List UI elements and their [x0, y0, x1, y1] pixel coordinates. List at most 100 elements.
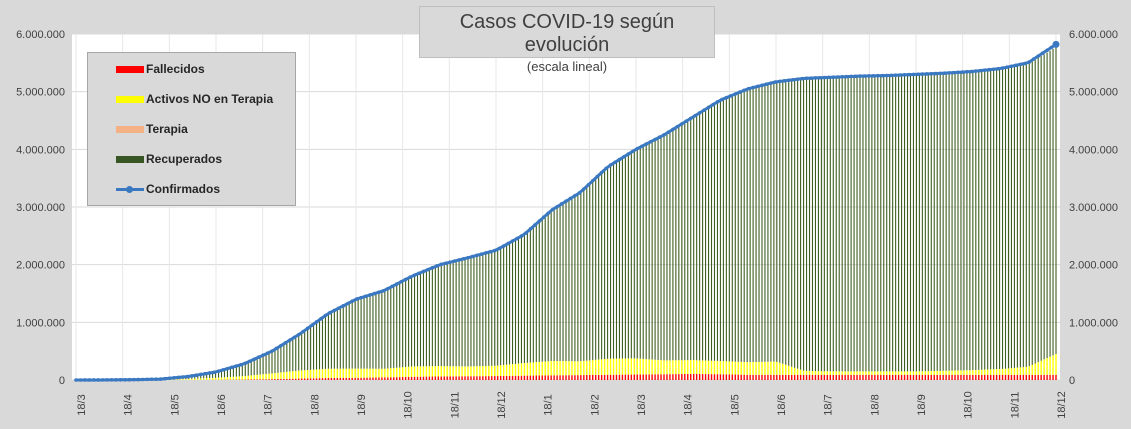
point-confirmados [256, 355, 261, 360]
x-tick-label: 18/5 [169, 394, 181, 415]
point-confirmados [528, 227, 533, 231]
y-tick-label-left: 3.000.000 [16, 202, 65, 214]
point-confirmados [978, 68, 983, 73]
legend-label-fallecidos: Fallecidos [146, 62, 205, 76]
point-confirmados [822, 75, 827, 80]
point-confirmados [430, 266, 435, 270]
point-confirmados [239, 362, 243, 367]
point-confirmados [83, 378, 87, 382]
point-confirmados [693, 113, 697, 118]
point-confirmados [92, 378, 96, 382]
point-confirmados [207, 371, 212, 375]
point-confirmados [639, 144, 644, 149]
point-confirmados [261, 353, 265, 358]
point-confirmados [176, 375, 181, 380]
point-confirmados [911, 72, 916, 77]
point-confirmados [96, 378, 101, 382]
point-confirmados [969, 69, 974, 74]
x-tick-label: 18/11 [449, 392, 461, 419]
y-tick-label-right: 4.000.000 [1069, 144, 1118, 156]
legend-label-confirmados: Confirmados [146, 182, 221, 196]
point-confirmados [510, 239, 515, 243]
point-confirmados [626, 152, 631, 156]
x-tick-label: 18/9 [916, 394, 928, 415]
point-confirmados [586, 183, 591, 187]
x-tick-label: 18/7 [263, 394, 275, 415]
point-confirmados [368, 293, 372, 297]
x-tick-label: 18/4 [123, 394, 135, 415]
x-tick-label: 18/8 [309, 394, 321, 415]
point-confirmados [341, 304, 346, 308]
point-confirmados [377, 290, 381, 294]
point-confirmados [497, 246, 501, 251]
point-confirmados [225, 366, 230, 371]
point-confirmados [274, 346, 279, 351]
point-confirmados [884, 73, 889, 78]
point-confirmados [136, 377, 141, 382]
point-confirmados [925, 72, 929, 76]
point-confirmados [350, 299, 354, 304]
point-confirmados [100, 378, 105, 382]
point-confirmados [746, 86, 751, 91]
point-confirmados [252, 357, 256, 362]
point-confirmados [818, 75, 822, 80]
point-confirmados [314, 320, 319, 324]
y-tick-label-right: 1.000.000 [1069, 317, 1118, 329]
point-confirmados [319, 316, 323, 321]
point-confirmados [858, 74, 862, 78]
x-tick-label: 18/6 [216, 394, 228, 415]
x-tick-label: 18/7 [823, 394, 835, 415]
point-confirmados [265, 351, 270, 355]
point-confirmados [742, 88, 746, 93]
legend: Fallecidos Activos NO en Terapia Terapia… [87, 52, 296, 206]
chart-title: Casos COVID-19 según evolución [459, 11, 675, 56]
point-confirmados-last [1052, 40, 1060, 48]
point-confirmados [212, 370, 216, 375]
point-confirmados [270, 349, 274, 353]
point-confirmados [1005, 65, 1009, 69]
point-confirmados [1036, 54, 1040, 58]
point-confirmados [524, 231, 528, 235]
point-confirmados [123, 377, 127, 382]
point-confirmados [417, 271, 421, 276]
point-confirmados [234, 364, 239, 368]
point-confirmados [800, 76, 804, 81]
point-confirmados [1027, 60, 1032, 64]
x-tick-label: 18/10 [963, 391, 975, 419]
y-tick-label-right: 6.000.000 [1069, 29, 1118, 41]
point-confirmados [194, 373, 199, 377]
x-tick-label: 18/6 [776, 394, 788, 415]
point-confirmados [720, 97, 724, 102]
point-confirmados [1031, 57, 1036, 61]
point-confirmados [960, 70, 965, 74]
point-confirmados [479, 252, 484, 256]
point-confirmados [1045, 48, 1049, 53]
point-confirmados [279, 343, 283, 348]
point-confirmados [230, 365, 234, 370]
point-confirmados [457, 258, 461, 262]
point-confirmados [595, 174, 599, 179]
point-confirmados [412, 273, 417, 277]
point-confirmados [666, 130, 671, 134]
point-confirmados [849, 74, 853, 79]
point-confirmados [185, 374, 190, 379]
point-confirmados [105, 378, 109, 382]
point-confirmados [786, 78, 791, 83]
point-confirmados [778, 79, 782, 84]
point-confirmados [898, 73, 902, 77]
point-confirmados [902, 73, 907, 77]
point-confirmados [1014, 63, 1018, 68]
point-confirmados [938, 71, 942, 76]
point-confirmados [221, 368, 225, 372]
point-confirmados [461, 257, 466, 261]
point-confirmados [893, 73, 898, 78]
point-confirmados [773, 80, 778, 84]
point-confirmados [354, 297, 359, 301]
point-confirmados [729, 94, 733, 98]
point-confirmados [831, 75, 836, 79]
x-tick-label: 18/4 [683, 394, 695, 415]
point-confirmados [118, 378, 123, 382]
point-confirmados [733, 92, 738, 96]
point-confirmados [292, 335, 297, 340]
point-confirmados [515, 236, 519, 241]
